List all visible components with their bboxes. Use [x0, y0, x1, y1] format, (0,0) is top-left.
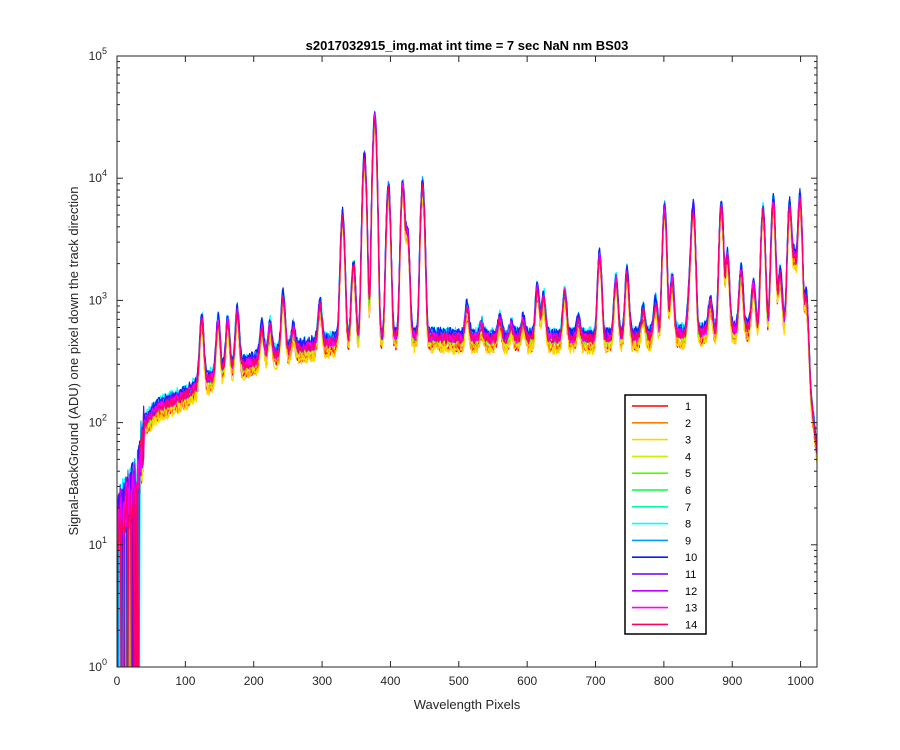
- x-tick-label: 900: [722, 674, 742, 688]
- legend-label: 9: [685, 535, 691, 547]
- y-tick-exponent: 2: [102, 413, 107, 423]
- x-tick-label: 300: [312, 674, 332, 688]
- legend-label: 10: [685, 552, 697, 564]
- y-tick-base: 10: [89, 49, 103, 63]
- y-tick-exponent: 1: [102, 535, 107, 545]
- y-tick-exponent: 3: [102, 290, 107, 300]
- y-tick-exponent: 0: [102, 657, 107, 667]
- legend-label: 13: [685, 603, 697, 615]
- legend-label: 3: [685, 435, 691, 447]
- legend-label: 6: [685, 485, 691, 497]
- y-tick-base: 10: [89, 660, 103, 674]
- plot-frame: [116, 55, 818, 668]
- x-tick-label: 800: [654, 674, 674, 688]
- x-tick-label: 400: [380, 674, 400, 688]
- x-tick-label: 100: [175, 674, 195, 688]
- y-tick-exponent: 4: [102, 168, 107, 178]
- series-line-3: [117, 127, 817, 667]
- y-tick-label: 101: [89, 535, 107, 552]
- x-tick-label: 500: [449, 674, 469, 688]
- x-tick-label: 0: [114, 674, 121, 688]
- y-tick-base: 10: [89, 171, 103, 185]
- y-axis-label: Signal-BackGround (ADU) one pixel down t…: [66, 186, 81, 535]
- legend-label: 11: [685, 569, 696, 581]
- chart-title: s2017032915_img.mat int time = 7 sec NaN…: [306, 38, 629, 53]
- legend-label: 8: [685, 519, 691, 531]
- y-tick-label: 104: [89, 168, 107, 185]
- x-tick-label: 1000: [787, 674, 814, 688]
- legend-label: 7: [685, 502, 691, 514]
- x-tick-label: 200: [244, 674, 264, 688]
- x-tick-label: 600: [517, 674, 537, 688]
- y-tick-label: 100: [89, 657, 107, 674]
- series-line-14: [117, 117, 817, 667]
- y-tick-base: 10: [89, 538, 103, 552]
- legend-label: 14: [685, 619, 697, 631]
- legend-label: 5: [685, 468, 691, 480]
- legend-label: 2: [685, 418, 691, 430]
- legend-label: 12: [685, 586, 697, 598]
- x-axis: 0 100 200 300 400 500 600 700 800 900 1000: [114, 56, 814, 688]
- y-tick-exponent: 5: [102, 46, 107, 56]
- legend-box: [624, 394, 707, 635]
- y-tick-base: 10: [89, 293, 103, 307]
- y-tick-base: 10: [89, 416, 103, 430]
- legend-label: 4: [685, 451, 691, 463]
- y-tick-label: 103: [89, 290, 107, 307]
- x-tick-label: 700: [586, 674, 606, 688]
- y-tick-label: 102: [89, 413, 107, 430]
- x-axis-label: Wavelength Pixels: [414, 697, 521, 712]
- legend-label: 1: [685, 401, 691, 413]
- series-lines: [117, 110, 817, 667]
- y-tick-label: 105: [89, 46, 107, 63]
